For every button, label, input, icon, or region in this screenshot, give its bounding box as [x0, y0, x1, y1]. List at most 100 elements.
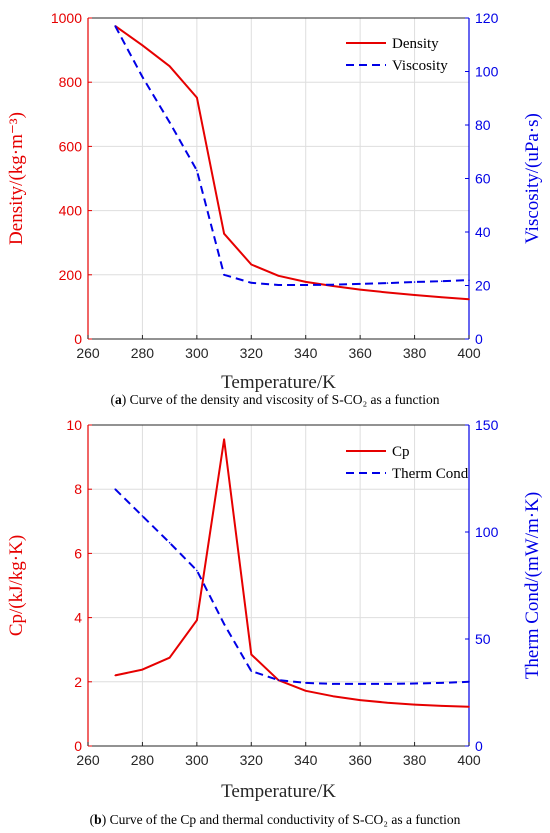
- data-point: [168, 541, 171, 544]
- data-point: [223, 232, 225, 235]
- y-right-tick-label: 20: [475, 278, 491, 294]
- y-right-tick-label: 0: [475, 331, 483, 347]
- x-tick-label: 300: [185, 345, 209, 361]
- y-right-axis-title: Therm Cond/(mW/m·K): [522, 492, 543, 679]
- data-point: [277, 679, 280, 681]
- x-axis-title: Temperature/K: [221, 781, 336, 802]
- data-point: [223, 623, 225, 625]
- data-point: [413, 682, 416, 685]
- x-tick-label: 380: [403, 345, 427, 361]
- data-point: [440, 296, 443, 299]
- x-tick-label: 340: [294, 752, 318, 768]
- x-tick-label: 280: [131, 345, 155, 361]
- legend-label: Viscosity: [392, 58, 448, 74]
- y-left-tick-label: 8: [74, 481, 82, 497]
- x-tick-label: 280: [131, 752, 155, 768]
- y-left-tick-label: 10: [66, 417, 82, 433]
- caption-a: (a) Curve of the density and viscosity o…: [110, 392, 440, 407]
- x-tick-label: 320: [240, 345, 264, 361]
- x-tick-label: 260: [76, 752, 100, 768]
- data-point: [196, 96, 198, 99]
- y-right-tick-label: 50: [475, 631, 491, 647]
- data-point: [413, 294, 416, 296]
- y-left-tick-label: 1000: [51, 10, 82, 26]
- data-point: [332, 283, 334, 286]
- y-left-axis-title: Cp/(kJ/kg·K): [6, 535, 27, 636]
- data-point: [141, 515, 144, 517]
- data-point: [386, 701, 389, 704]
- data-point: [304, 281, 307, 283]
- caption-a-text: Curve of the density and viscosity of S-…: [129, 392, 440, 407]
- y-left-tick-label: 800: [59, 74, 83, 90]
- y-left-tick-label: 2: [74, 674, 82, 690]
- data-point: [386, 282, 389, 284]
- data-point: [386, 291, 389, 294]
- data-point: [468, 298, 470, 300]
- data-point: [440, 705, 443, 707]
- y-left-tick-label: 0: [74, 331, 82, 347]
- data-point: [168, 656, 171, 659]
- y-left-tick-label: 6: [74, 545, 82, 561]
- data-point: [413, 281, 416, 283]
- data-point: [359, 683, 361, 685]
- data-point: [277, 284, 280, 286]
- legend-label: Density: [392, 36, 439, 52]
- legend-label: Therm Cond: [392, 466, 469, 482]
- y-left-axis-title: Density/(kg·m⁻³): [6, 112, 27, 245]
- series-line-density: [114, 25, 470, 301]
- x-tick-label: 380: [403, 752, 427, 768]
- x-tick-label: 400: [457, 345, 481, 361]
- data-point: [413, 703, 416, 706]
- y-right-tick-label: 60: [475, 171, 491, 187]
- series-line-therm-cond: [114, 488, 470, 685]
- x-tick-label: 260: [76, 345, 100, 361]
- data-point: [440, 280, 443, 283]
- data-point: [250, 670, 253, 672]
- data-point: [168, 121, 171, 124]
- y-left-tick-label: 4: [74, 610, 82, 626]
- data-point: [114, 25, 117, 27]
- data-point: [250, 263, 253, 266]
- data-point: [250, 282, 253, 284]
- x-tick-label: 360: [348, 752, 372, 768]
- data-point: [304, 682, 307, 684]
- y-left-tick-label: 200: [59, 267, 83, 283]
- x-tick-label: 360: [348, 345, 372, 361]
- caption-b: (b) Curve of the Cp and thermal conducti…: [89, 812, 461, 827]
- x-tick-label: 400: [457, 752, 481, 768]
- x-tick-label: 320: [240, 752, 264, 768]
- y-right-tick-label: 100: [475, 64, 499, 80]
- data-point: [141, 668, 144, 671]
- legend-label: Cp: [392, 444, 410, 460]
- data-point: [114, 488, 117, 491]
- y-left-tick-label: 0: [74, 738, 82, 754]
- x-tick-label: 300: [185, 752, 209, 768]
- x-tick-label: 340: [294, 345, 318, 361]
- data-point: [196, 169, 198, 172]
- y-left-tick-label: 600: [59, 138, 83, 154]
- data-point: [468, 681, 470, 683]
- data-point: [114, 674, 117, 677]
- data-point: [223, 274, 225, 276]
- data-point: [196, 569, 198, 572]
- x-axis-title: Temperature/K: [221, 372, 336, 393]
- data-point: [141, 44, 144, 47]
- data-point: [304, 689, 307, 692]
- y-right-tick-label: 100: [475, 524, 499, 540]
- y-right-tick-label: 120: [475, 10, 499, 26]
- data-point: [277, 274, 280, 277]
- caption-a-tag: a: [114, 392, 122, 407]
- data-point: [332, 683, 334, 685]
- y-right-tick-label: 150: [475, 417, 499, 433]
- data-point: [468, 706, 470, 708]
- data-point: [359, 283, 361, 285]
- caption-b-tag: b: [94, 812, 102, 827]
- data-point: [359, 699, 361, 701]
- y-right-tick-label: 80: [475, 117, 491, 133]
- y-right-tick-label: 0: [475, 738, 483, 754]
- data-point: [196, 619, 198, 621]
- data-point: [141, 76, 144, 78]
- caption-b-text: Curve of the Cp and thermal conductivity…: [109, 812, 461, 827]
